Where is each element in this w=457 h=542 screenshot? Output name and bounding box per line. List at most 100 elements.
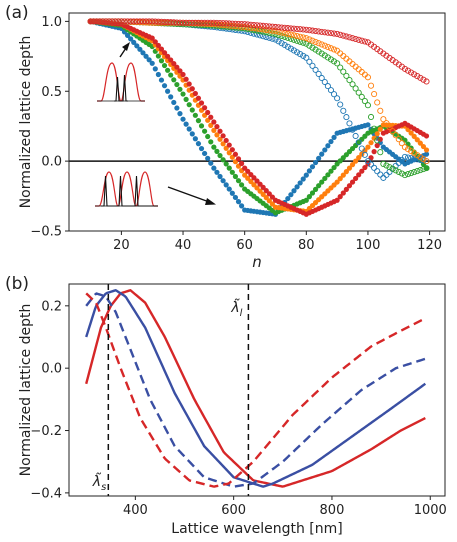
data-point <box>143 53 149 59</box>
data-point <box>179 19 187 26</box>
data-point <box>287 45 294 52</box>
data-point <box>171 99 177 106</box>
data-point <box>334 30 341 38</box>
data-point <box>272 30 279 38</box>
data-point <box>257 188 263 194</box>
data-point <box>263 23 270 30</box>
data-point <box>260 26 267 33</box>
data-point <box>214 148 220 154</box>
data-point <box>316 155 322 161</box>
data-point <box>254 185 260 191</box>
data-point <box>309 37 316 44</box>
data-point <box>167 19 174 26</box>
data-point <box>121 18 128 25</box>
data-point <box>343 186 349 192</box>
data-point <box>318 50 325 57</box>
data-point <box>315 28 322 35</box>
data-point <box>140 50 146 56</box>
data-point <box>168 94 174 100</box>
panel-b-ticks: 400 600 800 1000 −0.4 −0.2 0.0 0.2 <box>30 299 446 518</box>
data-point <box>161 50 168 56</box>
data-point <box>346 165 353 171</box>
data-point <box>238 160 245 167</box>
reference-label: λ̃s <box>92 472 107 493</box>
data-point <box>389 128 396 135</box>
data-point <box>318 41 325 48</box>
data-point <box>316 183 322 189</box>
data-point <box>248 171 254 178</box>
data-point <box>392 167 399 174</box>
data-point <box>189 19 196 26</box>
data-point <box>408 170 415 177</box>
data-point <box>306 168 312 174</box>
data-point <box>297 26 304 33</box>
data-point <box>170 19 177 26</box>
x-tick-label: 1000 <box>414 503 447 518</box>
data-point <box>300 26 307 33</box>
panel-a: (a) 20 40 60 80 100 120 −0.5 0.0 0.5 1.0 n Normal… <box>5 3 446 271</box>
data-point <box>232 194 239 201</box>
data-point <box>180 116 186 122</box>
data-point <box>398 140 405 147</box>
data-point <box>309 27 316 34</box>
data-point <box>238 20 245 28</box>
panel-b-label: (b) <box>5 274 29 294</box>
y-tick-label: 0.0 <box>41 362 62 377</box>
data-point <box>238 203 245 209</box>
data-point <box>321 42 328 49</box>
data-point <box>208 114 214 120</box>
data-point <box>408 148 415 155</box>
data-point <box>404 154 412 161</box>
data-point <box>275 28 282 35</box>
panel-a-ticks: 20 40 60 80 100 120 −0.5 0.0 0.5 1.0 <box>30 15 442 253</box>
data-point <box>165 88 171 94</box>
data-point <box>398 170 405 177</box>
data-point <box>321 29 328 36</box>
data-point <box>294 25 301 32</box>
data-point <box>420 166 427 173</box>
data-point <box>124 32 131 38</box>
data-point <box>330 46 338 53</box>
data-point <box>322 147 328 153</box>
data-point <box>275 38 282 45</box>
data-point <box>364 74 372 81</box>
data-point <box>269 27 276 34</box>
data-point <box>195 118 202 124</box>
y-tick-label: 1.0 <box>41 15 62 30</box>
data-point <box>367 82 375 89</box>
data-point <box>226 165 232 171</box>
data-point <box>356 172 362 178</box>
data-point <box>192 112 198 118</box>
data-point <box>217 152 223 159</box>
y-tick-label: −0.5 <box>30 225 62 240</box>
data-point <box>312 186 319 192</box>
data-point <box>96 18 103 25</box>
data-point <box>161 83 168 89</box>
data-point <box>321 52 328 59</box>
panel-b-xlabel: Lattice wavelength [nm] <box>171 521 342 537</box>
data-point <box>367 113 375 121</box>
data-point <box>423 158 430 165</box>
data-point <box>275 24 282 31</box>
data-point <box>324 29 331 36</box>
data-point <box>284 43 291 50</box>
data-point <box>284 34 291 41</box>
data-point <box>248 178 254 185</box>
data-point <box>253 22 261 29</box>
data-point <box>158 58 165 64</box>
y-tick-label: 0.0 <box>41 155 62 170</box>
data-point <box>315 48 322 55</box>
x-tick-label: 40 <box>175 238 192 253</box>
data-point <box>278 40 285 47</box>
data-point <box>315 70 322 77</box>
data-point <box>198 19 205 26</box>
data-point <box>303 172 309 178</box>
data-point <box>325 143 331 149</box>
data-point <box>349 179 356 185</box>
data-point <box>414 168 421 175</box>
data-point <box>367 161 375 168</box>
data-point <box>149 18 156 25</box>
data-point <box>213 19 220 26</box>
data-point <box>216 21 224 28</box>
data-point <box>278 24 285 31</box>
